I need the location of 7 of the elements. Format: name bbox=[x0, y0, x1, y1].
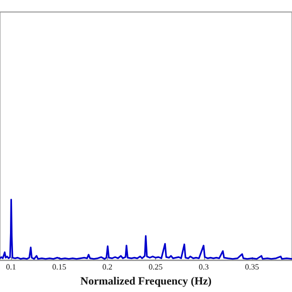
x-tick-label: 0.25 bbox=[148, 262, 163, 272]
x-tick-label: 0.3 bbox=[198, 262, 209, 272]
x-tick-label: 0.15 bbox=[52, 262, 66, 272]
x-tick-label: 0.1 bbox=[6, 262, 16, 272]
x-tick-label: 0.2 bbox=[102, 262, 112, 272]
x-axis-title: Normalized Frequency (Hz) bbox=[80, 276, 212, 288]
x-tick-label: 0.35 bbox=[244, 262, 259, 272]
